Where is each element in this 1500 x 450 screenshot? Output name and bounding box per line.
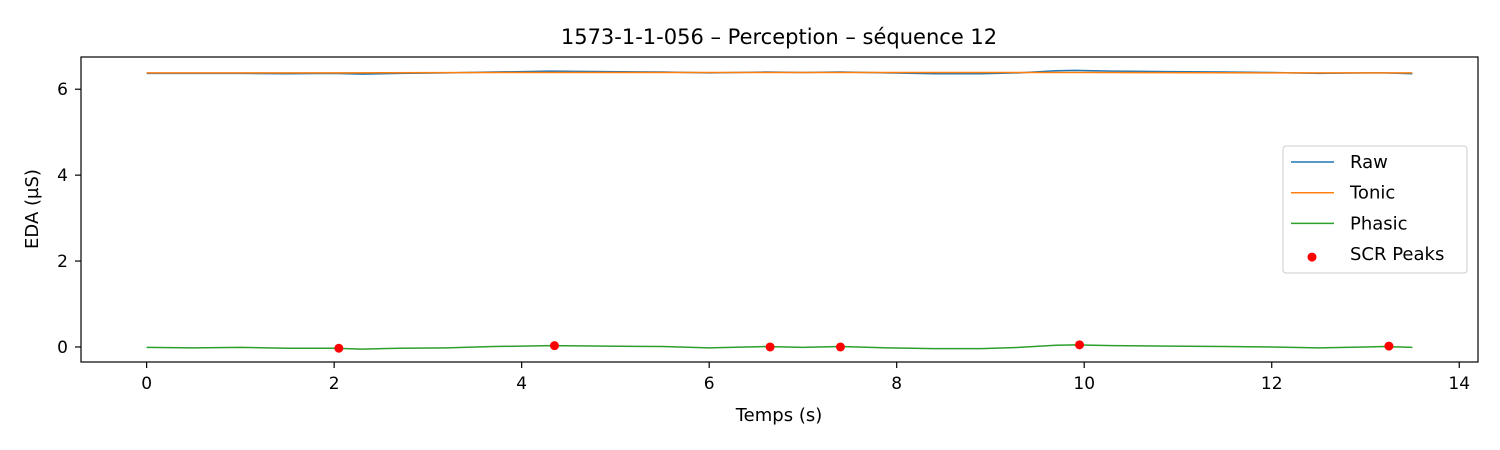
x-tick-label: 2	[329, 374, 340, 394]
legend-label-scr-peaks: SCR Peaks	[1350, 244, 1444, 265]
legend-label-tonic: Tonic	[1349, 183, 1395, 204]
chart-title: 1573-1-1-056 – Perception – séquence 12	[561, 25, 997, 49]
scr-peaks-point	[1384, 341, 1394, 351]
y-tick-label: 0	[57, 338, 68, 358]
legend-box	[1282, 145, 1468, 274]
x-tick-label: 8	[891, 374, 902, 394]
scr-peaks-point	[835, 342, 845, 352]
x-tick-label: 14	[1448, 374, 1470, 394]
scr-peaks-point	[765, 342, 775, 352]
x-axis: 0 2 4 6 8 10 12 14	[141, 362, 1470, 394]
scr-peaks-point	[549, 341, 559, 351]
x-tick-label: 0	[141, 374, 152, 394]
x-axis-label: Temps (s)	[735, 405, 823, 426]
x-tick-label: 12	[1261, 374, 1283, 394]
legend-swatch-scr-peaks	[1307, 252, 1317, 262]
y-tick-label: 2	[57, 252, 68, 272]
legend-label-raw: Raw	[1350, 152, 1388, 173]
x-tick-label: 6	[704, 374, 715, 394]
legend: Raw Tonic Phasic SCR Peaks	[1282, 145, 1468, 274]
phasic-series-line	[146, 344, 1413, 350]
x-tick-label: 10	[1073, 374, 1095, 394]
y-tick-label: 6	[57, 80, 68, 100]
scr-peaks-point	[334, 343, 344, 353]
plot-frame	[80, 56, 1479, 363]
legend-label-phasic: Phasic	[1350, 213, 1408, 234]
y-axis-label: EDA (µS)	[22, 169, 43, 249]
x-tick-label: 4	[516, 374, 527, 394]
y-tick-label: 4	[57, 166, 68, 186]
plot-area	[146, 69, 1413, 353]
scr-peaks-point	[1075, 340, 1085, 350]
y-axis: 0 2 4 6	[57, 80, 81, 358]
